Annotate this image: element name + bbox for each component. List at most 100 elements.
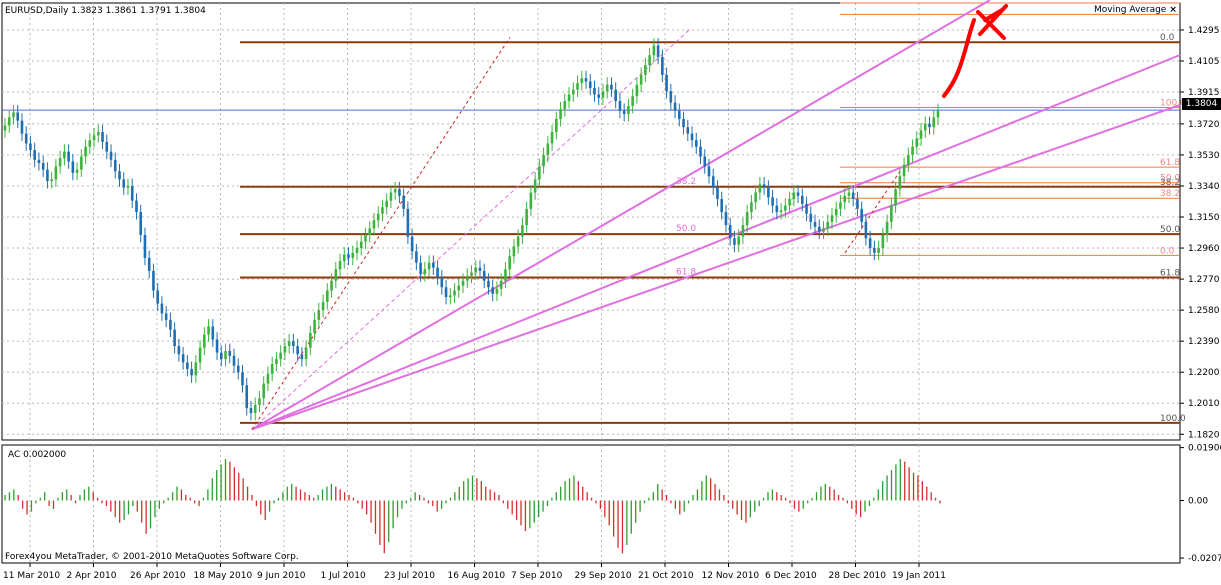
- candle-body: [164, 313, 168, 320]
- candle-body: [190, 368, 193, 376]
- time-axis-label: 2 Apr 2010: [67, 571, 117, 581]
- candle-body: [885, 221, 889, 235]
- time-axis-label: 19 Jan 2011: [892, 571, 946, 581]
- candle-body: [478, 267, 482, 271]
- price-axis-label: 1.3720: [1188, 120, 1220, 130]
- candle-body: [135, 200, 138, 213]
- candle-body: [877, 248, 880, 253]
- price-axis-label: 1.4295: [1188, 26, 1220, 36]
- candle-body: [3, 125, 7, 131]
- candle-body: [88, 140, 92, 147]
- candle-body: [720, 199, 724, 213]
- indicator-legend[interactable]: Moving Average ×: [1094, 5, 1177, 15]
- price-axis-label: 1.3150: [1188, 213, 1220, 223]
- candle-body: [784, 205, 787, 211]
- candle-body: [427, 262, 431, 270]
- candle-body: [258, 398, 261, 405]
- candle-body: [203, 334, 206, 348]
- candle-body: [253, 404, 257, 414]
- candle-body: [283, 346, 287, 353]
- candle-body: [512, 246, 516, 257]
- candle-body: [457, 285, 461, 291]
- candle-body: [529, 192, 533, 209]
- candle-body: [198, 347, 202, 363]
- candle-body: [385, 200, 388, 208]
- candle-body: [724, 212, 728, 226]
- candle-body: [911, 146, 914, 155]
- candle-body: [41, 163, 45, 170]
- candle-body: [775, 205, 779, 213]
- candle-body: [661, 56, 664, 75]
- candle-body: [419, 262, 422, 275]
- candle-body: [24, 133, 28, 144]
- candle-body: [728, 225, 732, 239]
- candle-body: [249, 408, 253, 414]
- candle-body: [440, 277, 444, 288]
- candle-body: [868, 238, 872, 249]
- candle-body: [169, 319, 172, 330]
- close-icon[interactable]: ×: [1169, 5, 1177, 15]
- candle-body: [703, 156, 707, 167]
- candle-body: [843, 195, 846, 203]
- candle-body: [71, 161, 75, 173]
- candle-body: [754, 192, 757, 203]
- fib-small-label: 0.0: [1160, 246, 1175, 256]
- candle-body: [342, 254, 346, 262]
- candle-body: [733, 238, 736, 245]
- price-axis-label: 1.3915: [1188, 88, 1220, 98]
- fan-line: [251, 104, 1181, 431]
- candle-body: [682, 118, 685, 128]
- main-plot-frame: [1, 2, 1181, 441]
- time-axis-label: 28 Dec 2010: [829, 571, 887, 581]
- candle-body: [160, 303, 164, 314]
- candle-body: [432, 262, 435, 268]
- candle-body: [894, 189, 897, 206]
- candle-body: [139, 212, 143, 235]
- candle-body: [737, 236, 740, 245]
- candle-body: [800, 195, 804, 204]
- candle-body: [635, 84, 639, 97]
- candle-body: [898, 176, 902, 190]
- price-axis-label: 1.3340: [1188, 182, 1220, 192]
- candle-body: [563, 101, 567, 110]
- fan-line-dashed: [251, 28, 691, 430]
- candle-body: [491, 287, 495, 294]
- candle-body: [665, 74, 668, 92]
- time-axis-label: 1 Jul 2010: [321, 571, 366, 581]
- candle-body: [834, 208, 838, 216]
- candle-body: [351, 252, 355, 258]
- candle-body: [521, 225, 524, 237]
- candle-body: [423, 269, 427, 275]
- candle-body: [567, 94, 571, 102]
- candle-body: [576, 83, 579, 90]
- candle-body: [758, 184, 762, 193]
- candle-body: [817, 226, 821, 232]
- candle-body: [211, 326, 215, 340]
- time-axis-label: 18 May 2010: [194, 571, 253, 581]
- candle-body: [792, 192, 796, 200]
- candle-body: [516, 236, 520, 247]
- candle-body: [122, 179, 126, 188]
- candle-body: [287, 341, 291, 347]
- candle-body: [219, 352, 223, 360]
- candle-body: [919, 130, 923, 139]
- candle-body: [415, 251, 418, 263]
- candle-body: [241, 372, 244, 386]
- fib-small-label: 61.8: [1160, 158, 1180, 168]
- candle-body: [690, 133, 694, 141]
- candle-body: [292, 341, 295, 347]
- candle-body: [669, 91, 673, 103]
- candle-body: [262, 383, 265, 399]
- candle-body: [809, 213, 813, 222]
- candle-body: [245, 385, 249, 409]
- candle-body: [33, 150, 36, 160]
- candle-body: [847, 192, 851, 196]
- candle-body: [694, 140, 698, 147]
- candle-body: [508, 256, 511, 270]
- candle-body: [194, 362, 198, 376]
- price-axis-label: 1.1820: [1188, 430, 1220, 440]
- candle-body: [805, 203, 808, 214]
- candle-body: [143, 234, 147, 258]
- ac-scale-label: 0.00: [1188, 497, 1208, 507]
